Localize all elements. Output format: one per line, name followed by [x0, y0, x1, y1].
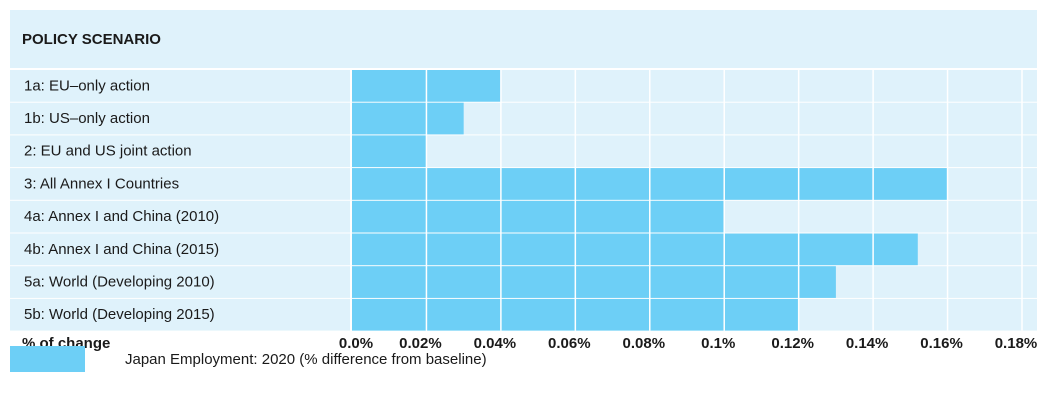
x-tick-label: 0.16% — [920, 335, 963, 352]
bar — [352, 102, 464, 135]
x-tick-label: 0.08% — [623, 335, 666, 352]
x-tick-label: 0.1% — [701, 335, 735, 352]
y-tick-label: 5b: World (Developing 2015) — [24, 306, 215, 323]
x-tick-label: 0.18% — [995, 335, 1038, 352]
row-label-cell — [10, 135, 350, 168]
bar — [352, 266, 836, 298]
y-tick-label: 3: All Annex I Countries — [24, 175, 179, 192]
row-label-cell — [10, 266, 350, 298]
y-tick-label: 5a: World (Developing 2010) — [24, 274, 215, 291]
row-label-cell — [10, 298, 350, 331]
row-label-cell — [10, 70, 350, 102]
legend-swatch — [10, 346, 85, 372]
x-tick-label: 0.04% — [474, 335, 517, 352]
x-tick-label: 0.0% — [339, 335, 373, 352]
chart-title: POLICY SCENARIO — [22, 31, 161, 48]
y-tick-label: 2: EU and US joint action — [24, 143, 192, 160]
x-tick-label: 0.14% — [846, 335, 889, 352]
bar — [352, 135, 427, 168]
y-tick-label: 1b: US–only action — [24, 110, 150, 127]
y-tick-label: 4a: Annex I and China (2010) — [24, 208, 219, 225]
legend-label: Japan Employment: 2020 (% difference fro… — [125, 351, 487, 368]
y-tick-label: 1a: EU–only action — [24, 77, 150, 94]
y-tick-label: 4b: Annex I and China (2015) — [24, 241, 219, 258]
row-label-cell — [10, 233, 350, 266]
row-plot-cell — [352, 135, 1037, 168]
x-tick-label: 0.02% — [399, 335, 442, 352]
row-label-cell — [10, 168, 350, 200]
bar — [352, 200, 725, 233]
header-band — [10, 10, 1037, 68]
x-tick-label: 0.12% — [771, 335, 814, 352]
row-label-cell — [10, 102, 350, 135]
row-plot-cell — [352, 102, 1037, 135]
bar — [352, 233, 918, 266]
x-tick-label: 0.06% — [548, 335, 591, 352]
row-label-cell — [10, 200, 350, 233]
